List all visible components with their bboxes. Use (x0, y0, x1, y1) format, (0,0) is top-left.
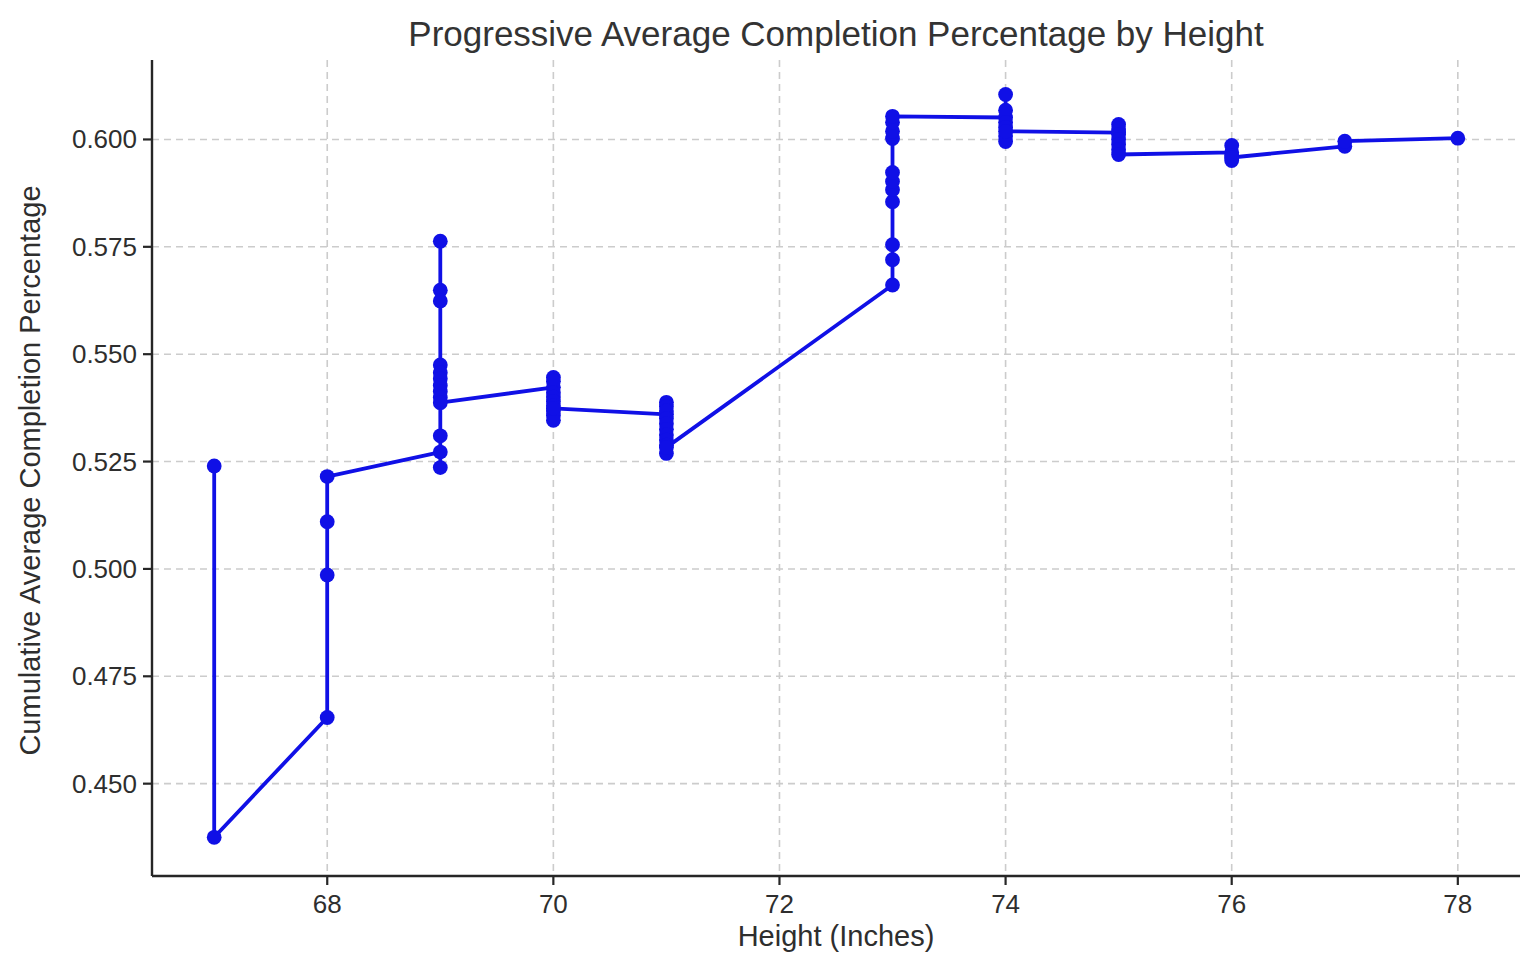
y-tick-label: 0.450 (72, 769, 137, 799)
data-point-marker (885, 252, 900, 267)
x-axis-label: Height (Inches) (152, 920, 1520, 953)
data-point-marker (1111, 147, 1126, 162)
data-point-marker (320, 568, 335, 583)
data-point-marker (546, 401, 561, 416)
data-point-marker (433, 234, 448, 249)
chart-figure: 68 70 72 74 76 78 0.450 0.475 0.500 0.525 0.550 0.5… (0, 0, 1536, 972)
x-tick-label: 74 (991, 889, 1020, 919)
y-tick-label: 0.525 (72, 447, 137, 477)
data-point-marker (433, 445, 448, 460)
y-tick-label: 0.500 (72, 554, 137, 584)
data-point-marker (320, 514, 335, 529)
y-axis-label: Cumulative Average Completion Percentage (14, 101, 47, 841)
data-point-marker (1224, 150, 1239, 165)
x-tick-label: 68 (313, 889, 342, 919)
y-tick-label: 0.550 (72, 339, 137, 369)
data-point-marker (433, 460, 448, 475)
data-point-marker (885, 237, 900, 252)
data-point-marker (1450, 131, 1465, 146)
plot-area: 68 70 72 74 76 78 0.450 0.475 0.500 0.525 0.550 0.5… (0, 0, 1536, 972)
chart-title: Progressive Average Completion Percentag… (152, 14, 1520, 54)
data-point-marker (885, 278, 900, 293)
data-point-marker (1337, 134, 1352, 149)
data-point-marker (885, 165, 900, 180)
x-tick-label: 78 (1443, 889, 1472, 919)
x-tick-label: 72 (765, 889, 794, 919)
y-tick-label: 0.600 (72, 124, 137, 154)
data-point-marker (433, 395, 448, 410)
data-point-marker (207, 830, 222, 845)
data-point-marker (885, 109, 900, 124)
series-line (214, 94, 1458, 837)
y-tick-label: 0.575 (72, 232, 137, 262)
data-point-marker (207, 459, 222, 474)
data-point-marker (659, 440, 674, 455)
x-tick-label: 70 (539, 889, 568, 919)
x-tick-label: 76 (1217, 889, 1246, 919)
data-point-marker (998, 124, 1013, 139)
data-point-marker (998, 87, 1013, 102)
data-point-marker (320, 710, 335, 725)
y-tick-label: 0.475 (72, 661, 137, 691)
data-point-marker (433, 428, 448, 443)
data-point-marker (433, 294, 448, 309)
data-point-marker (320, 469, 335, 484)
